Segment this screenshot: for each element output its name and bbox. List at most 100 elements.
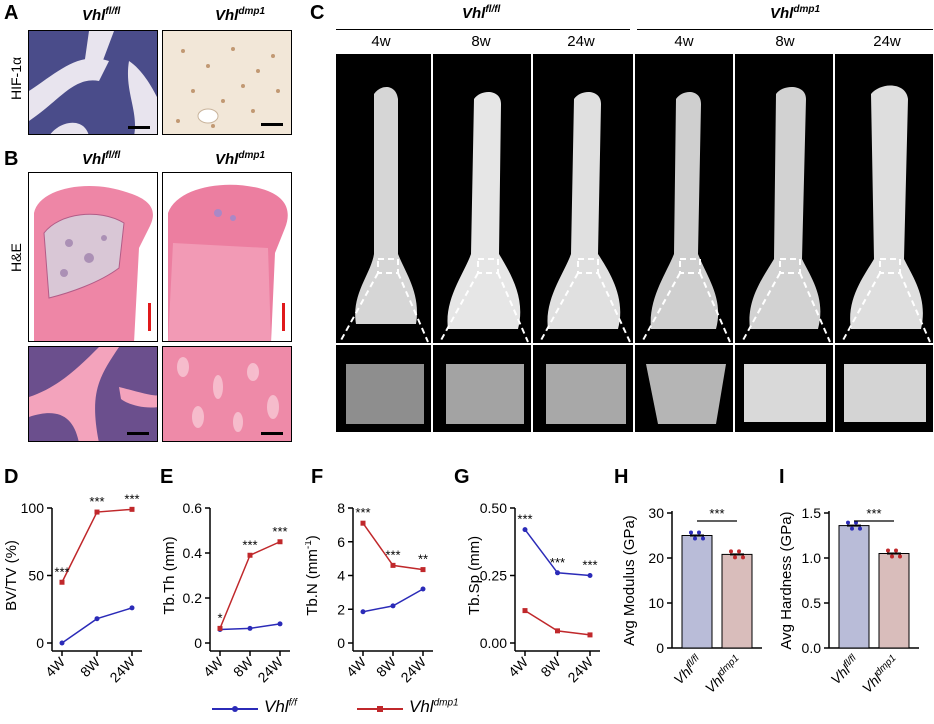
data-point xyxy=(555,628,560,634)
y-tick-label: 0.4 xyxy=(183,545,203,561)
panel-letter-a: A xyxy=(4,2,19,24)
data-point xyxy=(129,506,135,512)
data-point xyxy=(360,520,366,526)
data-point xyxy=(277,621,283,627)
x-tick-label: 8W xyxy=(230,653,257,680)
y-tick-label: 20 xyxy=(648,550,664,566)
panel-c-genotype-control: Vhlfl/fl xyxy=(462,4,501,22)
y-tick-label: 8 xyxy=(337,500,345,516)
y-axis-label: Avg Modulus (GPa) xyxy=(621,515,638,646)
data-point xyxy=(858,526,862,531)
x-tick-label: 24W xyxy=(397,653,429,685)
hif1a-stain-control-image xyxy=(28,30,158,135)
significance-label: *** xyxy=(517,512,532,527)
bar xyxy=(878,553,910,649)
scale-bar xyxy=(261,123,283,126)
data-point xyxy=(522,608,528,614)
data-point xyxy=(733,555,737,560)
data-point xyxy=(360,609,366,615)
significance-label: *** xyxy=(242,537,257,552)
x-tick-label: 4W xyxy=(505,653,532,680)
legend-mutant-label: Vhldmp1 xyxy=(409,697,459,716)
chart-tb-sp: 0.00 0.25 0.50 4W 8W 24W Tb.Sp (mm) *** *** *** xyxy=(466,500,600,685)
x-tick-label: 4W xyxy=(42,653,69,680)
data-point xyxy=(846,520,850,525)
data-point xyxy=(247,625,253,631)
x-tick-label: 24W xyxy=(254,653,286,685)
panel-b-row-label: H&E xyxy=(8,243,24,272)
y-tick-label: 100 xyxy=(21,500,45,516)
significance-label: *** xyxy=(866,506,881,521)
significance-label: *** xyxy=(709,506,724,521)
microct-image-grid xyxy=(336,54,933,432)
panel-letter-h: H xyxy=(614,466,629,488)
timepoint-label: 24w xyxy=(567,33,595,50)
data-point xyxy=(555,570,560,576)
x-tick-label: Vhlfl/fl xyxy=(670,652,705,687)
panel-letter-b: B xyxy=(4,148,19,170)
data-point xyxy=(420,586,426,592)
data-point xyxy=(693,536,697,541)
legend-control-label: Vhlf/f xyxy=(264,697,297,716)
panel-c-genotype-mutant: Vhldmp1 xyxy=(770,4,821,22)
data-point xyxy=(94,616,100,622)
panel-letter-e: E xyxy=(160,466,174,488)
panel-a-row-label: HIF-1α xyxy=(8,56,24,100)
y-tick-label: 0 xyxy=(36,635,44,651)
panel-letter-d: D xyxy=(4,466,19,488)
y-tick-label: 0.00 xyxy=(480,635,507,651)
data-point xyxy=(129,605,135,611)
significance-label: *** xyxy=(582,558,597,573)
y-tick-label: 0.2 xyxy=(183,590,203,606)
data-point xyxy=(94,509,100,515)
data-point xyxy=(898,554,902,559)
timepoint-label: 8w xyxy=(775,33,795,50)
y-tick-label: 0.25 xyxy=(480,568,507,584)
data-point xyxy=(701,536,705,541)
scale-bar xyxy=(148,303,151,331)
data-point xyxy=(894,548,898,553)
data-point xyxy=(390,562,396,568)
he-stain-control-image xyxy=(28,172,158,342)
x-tick-label: 24W xyxy=(564,653,596,685)
x-tick-label: 8W xyxy=(77,653,104,680)
significance-label: *** xyxy=(550,555,565,570)
timepoint-label: 8w xyxy=(471,33,491,50)
x-tick-label: 8W xyxy=(373,653,400,680)
group-line-mutant xyxy=(637,29,933,30)
x-tick-label: Vhldmp1 xyxy=(859,653,902,696)
timepoint-label: 24w xyxy=(873,33,901,50)
data-point xyxy=(689,530,693,535)
data-point xyxy=(587,632,593,638)
y-tick-label: 0.50 xyxy=(480,500,507,516)
y-tick-label: 1.5 xyxy=(802,505,822,521)
bar xyxy=(681,535,713,649)
he-stain-mutant-image xyxy=(162,172,292,342)
y-tick-label: 4 xyxy=(337,568,345,584)
scale-bar xyxy=(261,432,283,435)
x-tick-label: 4W xyxy=(200,653,227,680)
significance-label: *** xyxy=(89,494,104,509)
data-point xyxy=(277,539,283,545)
x-tick-label: Vhldmp1 xyxy=(702,653,745,696)
data-point xyxy=(217,625,223,631)
y-tick-label: 0 xyxy=(656,640,664,656)
panel-letter-g: G xyxy=(454,466,470,488)
significance-label: *** xyxy=(385,547,400,562)
chart-bv-tv: 0 50 100 4W 8W 24W BV/TV (%) *** *** *** xyxy=(3,491,142,685)
he-stain-control-zoom-image xyxy=(28,346,158,442)
x-tick-label: 4W xyxy=(343,653,370,680)
y-tick-label: 10 xyxy=(648,595,664,611)
bar xyxy=(721,553,753,649)
y-tick-label: 2 xyxy=(337,601,345,617)
series-line xyxy=(61,508,133,583)
legend-control-marker xyxy=(212,706,258,712)
panel-b-genotype-mutant: Vhldmp1 xyxy=(215,150,266,168)
y-axis-label: Tb.Th (mm) xyxy=(161,536,178,614)
x-tick-label: 8W xyxy=(537,653,564,680)
panel-b-genotype-control: Vhlfl/fl xyxy=(82,150,121,168)
panel-a-genotype-mutant: Vhldmp1 xyxy=(215,6,266,24)
panel-letter-i: I xyxy=(779,466,785,488)
y-tick-label: 0.0 xyxy=(802,640,822,656)
